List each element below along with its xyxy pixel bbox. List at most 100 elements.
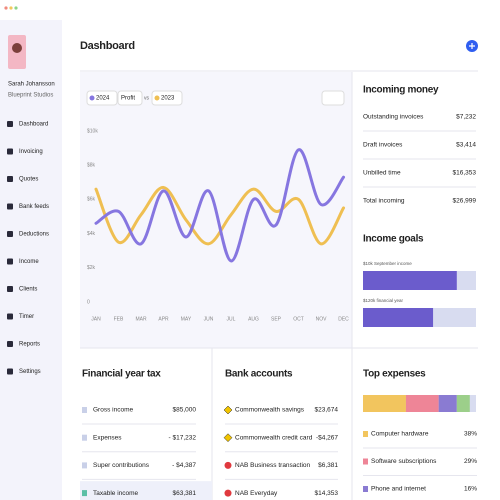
row-label: Gross income [93, 407, 133, 414]
bank-logo [224, 461, 232, 469]
nav-icon [7, 203, 13, 210]
y-tick-label: $6k [87, 197, 96, 203]
expense-segment [405, 395, 439, 412]
y-tick-label: 0 [87, 299, 90, 305]
x-tick-label: FEB [114, 316, 124, 322]
nav-item[interactable]: Timer [19, 314, 34, 320]
row-swatch [82, 407, 87, 413]
panel-title: Bank accounts [225, 369, 293, 380]
metric-select[interactable] [117, 90, 143, 106]
x-tick-label: MAR [135, 316, 147, 322]
legend-label: 2023 [161, 96, 175, 102]
row-value: $85,000 [173, 407, 197, 414]
row-swatch [363, 458, 368, 465]
metric-label: Profit [121, 96, 135, 102]
row-value: $3,414 [456, 142, 476, 149]
row-label: Commonwealth savings [235, 407, 305, 414]
nav-item[interactable]: Bank feeds [19, 204, 49, 210]
legend-dot [154, 95, 160, 101]
expense-other [456, 395, 470, 412]
panel-title: Financial year tax [82, 369, 161, 380]
goal-progress [363, 308, 434, 327]
legend-dot [89, 95, 95, 101]
row-swatch [82, 490, 87, 497]
nav-item[interactable]: Deductions [19, 232, 49, 238]
compare-label: vs [144, 95, 150, 101]
row-label: Taxable income [93, 490, 139, 497]
x-tick-label: OCT [293, 316, 304, 322]
row-label: NAB Everyday [235, 490, 278, 497]
nav-icon [7, 258, 13, 265]
row-label: NAB Business transaction [235, 462, 311, 469]
nav-icon [7, 148, 13, 155]
page-title: Dashboard [80, 40, 135, 52]
y-tick-label: $8k [87, 163, 96, 169]
goal-label: $10k September income [363, 261, 412, 266]
row-value: $14,353 [315, 490, 339, 497]
row-value: $23,674 [315, 407, 339, 414]
nav-item[interactable]: Quotes [19, 177, 38, 183]
window-dot [14, 6, 18, 10]
x-tick-label: MAY [181, 316, 192, 322]
goal-label: $120k financial year [363, 298, 404, 303]
bank-logo [223, 405, 233, 415]
legend-label: 2024 [96, 96, 110, 102]
row-label: Super contributions [93, 462, 150, 469]
nav-item[interactable]: Clients [19, 287, 37, 293]
goal-progress [363, 271, 457, 290]
x-tick-label: APR [158, 316, 169, 322]
row-value: - $4,387 [172, 462, 196, 469]
row-value: 16% [464, 486, 477, 493]
x-tick-label: JUN [204, 316, 214, 322]
x-tick-label: JAN [91, 316, 101, 322]
nav-item[interactable]: Reports [19, 342, 40, 348]
chart-type-toggle[interactable] [321, 90, 345, 106]
nav-icon [7, 313, 13, 320]
x-tick-label: AUG [248, 316, 259, 322]
row-label: Total incoming [363, 198, 405, 205]
panel-title: Income goals [363, 234, 424, 245]
row-value: -$4,267 [316, 434, 338, 441]
row-swatch [82, 462, 87, 469]
year-select[interactable] [86, 90, 118, 106]
row-label: Unbilled time [363, 170, 401, 177]
nav-item[interactable]: Dashboard [19, 122, 48, 128]
x-tick-label: SEP [271, 316, 282, 322]
row-value: $63,381 [173, 490, 197, 497]
y-tick-label: $10k [87, 128, 98, 134]
row-label: Draft invoices [363, 142, 403, 149]
row-swatch [363, 431, 368, 437]
nav-icon [7, 121, 13, 127]
browser-bar [0, 0, 500, 20]
nav-item[interactable]: Income [19, 259, 39, 265]
panel-title: Top expenses [363, 369, 426, 380]
row-label: Software subscriptions [371, 458, 437, 465]
x-tick-label: JUL [227, 316, 236, 322]
row-value: - $17,232 [169, 434, 197, 441]
nav-item[interactable]: Invoicing [19, 149, 43, 155]
panel-title: Incoming money [363, 85, 439, 96]
row-value: $6,381 [318, 462, 338, 469]
nav-item[interactable]: Settings [19, 369, 41, 375]
bank-logo [223, 433, 233, 443]
expense-segment [438, 395, 457, 412]
expense-segment [363, 395, 406, 412]
row-value: 38% [464, 431, 477, 438]
nav-icon [7, 341, 13, 347]
compare-select[interactable] [151, 90, 183, 106]
row-label: Outstanding invoices [363, 114, 424, 121]
row-swatch [363, 486, 368, 492]
nav-icon [7, 286, 13, 292]
row-value: 29% [464, 458, 477, 465]
x-tick-label: NOV [316, 316, 328, 322]
plus-icon [469, 43, 475, 49]
user-name: Sarah Johansson [8, 82, 55, 88]
user-company: Blueprint Studios [8, 93, 53, 99]
row-highlight [80, 481, 212, 500]
row-label: Commonwealth credit card [235, 434, 313, 441]
window-dot [4, 6, 8, 10]
row-value: $7,232 [456, 114, 476, 121]
series-line [94, 148, 345, 263]
